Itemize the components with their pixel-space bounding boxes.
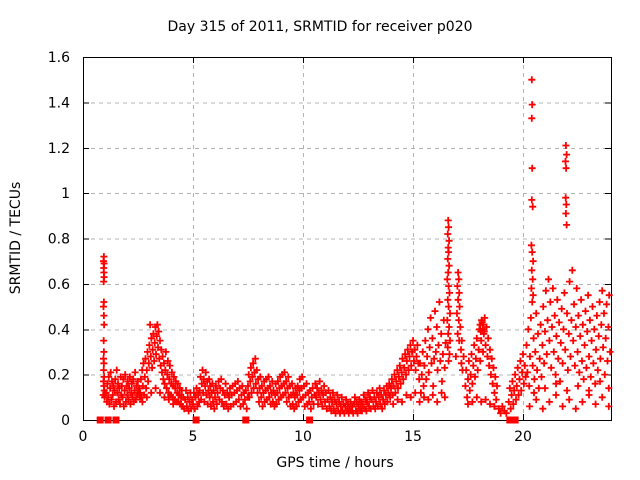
zero-square-marker xyxy=(112,416,120,424)
y-tick-label: 1.6 xyxy=(48,50,70,66)
y-tick-label: 1 xyxy=(61,186,70,202)
zero-square-marker xyxy=(104,416,112,424)
y-tick-label: 0.8 xyxy=(48,232,70,248)
x-tick-label: 0 xyxy=(79,429,88,445)
x-tick-label: 5 xyxy=(189,429,198,445)
zero-square-marker xyxy=(192,416,200,424)
zero-square-marker xyxy=(511,416,519,424)
x-tick-label: 10 xyxy=(294,429,312,445)
x-tick-labels: 0 5 10 15 20 xyxy=(79,429,532,445)
y-tick-label: 0.2 xyxy=(48,368,70,384)
data-points xyxy=(99,76,614,417)
x-axis-label: GPS time / hours xyxy=(276,455,394,471)
zero-square-marker xyxy=(242,416,250,424)
y-tick-label: 1.2 xyxy=(48,141,70,157)
y-tick-label: 0 xyxy=(61,413,70,429)
x-tick-label: 15 xyxy=(404,429,422,445)
zero-squares xyxy=(96,416,519,424)
x-tick-label: 20 xyxy=(514,429,532,445)
zero-square-marker xyxy=(96,416,104,424)
y-tick-label: 0.6 xyxy=(48,277,70,293)
y-tick-label: 1.4 xyxy=(48,95,70,111)
y-tick-labels: 0 0.2 0.4 0.6 0.8 1 1.2 1.4 1.6 xyxy=(48,50,70,429)
chart-title: Day 315 of 2011, SRMTID for receiver p02… xyxy=(167,19,473,35)
tick-marks xyxy=(83,57,611,421)
zero-square-marker xyxy=(306,416,314,424)
y-tick-label: 0.4 xyxy=(48,322,70,338)
